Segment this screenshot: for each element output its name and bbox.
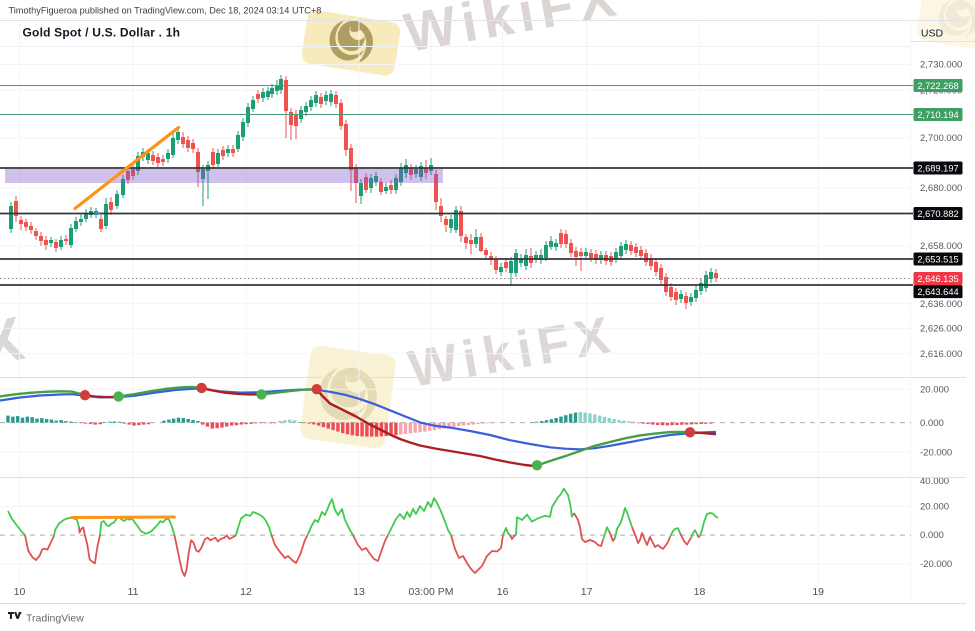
svg-text:2,653.515: 2,653.515	[917, 254, 958, 264]
svg-text:2,710.194: 2,710.194	[917, 110, 958, 120]
svg-text:20.000: 20.000	[920, 502, 949, 513]
svg-text:20.000: 20.000	[920, 384, 949, 395]
svg-text:18: 18	[694, 586, 706, 598]
svg-text:2,689.197: 2,689.197	[917, 163, 958, 173]
svg-text:2,700.000: 2,700.000	[920, 133, 962, 144]
svg-text:10: 10	[14, 586, 26, 598]
svg-text:Gold Spot / U.S. Dollar . 1h: Gold Spot / U.S. Dollar . 1h	[23, 26, 181, 40]
svg-text:2,646.135: 2,646.135	[917, 274, 958, 284]
svg-text:2,616.000: 2,616.000	[920, 349, 962, 360]
svg-text:2,658.000: 2,658.000	[920, 241, 962, 252]
svg-text:TradingView: TradingView	[26, 613, 84, 625]
svg-text:19: 19	[812, 586, 824, 598]
svg-text:11: 11	[128, 586, 139, 598]
svg-text:12: 12	[240, 586, 252, 598]
svg-text:0.000: 0.000	[920, 530, 944, 541]
svg-text:-20.000: -20.000	[920, 448, 952, 459]
svg-text:03:00 PM: 03:00 PM	[409, 586, 454, 598]
svg-text:40.000: 40.000	[920, 476, 949, 487]
svg-text:2,730.000: 2,730.000	[920, 60, 962, 71]
svg-text:16: 16	[497, 586, 509, 598]
svg-text:TimothyFigueroa published on T: TimothyFigueroa published on TradingView…	[9, 6, 322, 16]
svg-text:2,643.644: 2,643.644	[917, 287, 958, 297]
svg-text:2,680.000: 2,680.000	[920, 183, 962, 194]
svg-text:0.000: 0.000	[920, 418, 944, 429]
svg-text:13: 13	[353, 586, 365, 598]
svg-text:17: 17	[581, 586, 593, 598]
svg-text:2,636.000: 2,636.000	[920, 299, 962, 310]
svg-text:2,670.882: 2,670.882	[917, 209, 958, 219]
svg-text:2,626.000: 2,626.000	[920, 323, 962, 334]
svg-text:USD: USD	[921, 28, 944, 40]
svg-text:2,722.268: 2,722.268	[917, 81, 958, 91]
svg-text:-20.000: -20.000	[920, 559, 952, 570]
